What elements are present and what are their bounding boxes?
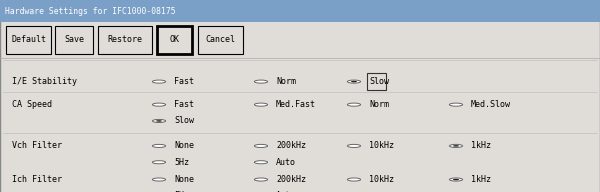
Text: CA Speed: CA Speed [12,100,52,109]
Text: Hardware Settings for IFC1000-08175: Hardware Settings for IFC1000-08175 [5,7,175,16]
Bar [198,26,243,54]
Text: Norm: Norm [276,77,296,86]
Ellipse shape [152,119,166,122]
Text: Fast: Fast [174,77,194,86]
Text: 10kHz: 10kHz [369,142,394,150]
Text: Cancel: Cancel [205,35,235,44]
Text: 200kHz: 200kHz [276,142,306,150]
Ellipse shape [152,178,166,181]
Ellipse shape [152,144,166,147]
Text: 5Hz: 5Hz [174,158,189,167]
Ellipse shape [449,144,463,147]
Ellipse shape [254,103,268,106]
Text: Med.Slow: Med.Slow [471,100,511,109]
Text: Slow: Slow [174,117,194,125]
Text: OK: OK [170,35,179,44]
Bar [157,26,192,54]
Text: Auto: Auto [276,191,296,192]
Text: Default: Default [11,35,46,44]
Text: Fast: Fast [174,100,194,109]
Ellipse shape [347,144,361,147]
Text: Norm: Norm [369,100,389,109]
Text: Save: Save [64,35,84,44]
Bar [6,26,51,54]
Ellipse shape [453,179,459,180]
Ellipse shape [351,81,357,82]
Text: None: None [174,142,194,150]
Ellipse shape [254,178,268,181]
Ellipse shape [449,103,463,106]
Bar [367,73,386,90]
Text: 1kHz: 1kHz [471,175,491,184]
Bar [55,26,93,54]
Text: Vch Filter: Vch Filter [12,142,62,150]
Ellipse shape [254,80,268,83]
Text: 1kHz: 1kHz [471,142,491,150]
Text: None: None [174,175,194,184]
Text: Ich Filter: Ich Filter [12,175,62,184]
Bar [98,26,152,54]
Ellipse shape [152,80,166,83]
Ellipse shape [449,178,463,181]
Bar [0,0,600,22]
Ellipse shape [152,161,166,164]
Ellipse shape [156,120,162,122]
Ellipse shape [254,161,268,164]
Text: Slow: Slow [369,77,389,86]
Ellipse shape [347,178,361,181]
Text: Restore: Restore [107,35,142,44]
Ellipse shape [254,144,268,147]
Ellipse shape [347,103,361,106]
Text: Med.Fast: Med.Fast [276,100,316,109]
Ellipse shape [453,145,459,147]
Ellipse shape [152,103,166,106]
Text: I/E Stability: I/E Stability [12,77,77,86]
Text: 5Hz: 5Hz [174,191,189,192]
Text: Auto: Auto [276,158,296,167]
Ellipse shape [347,80,361,83]
Text: 200kHz: 200kHz [276,175,306,184]
Text: 10kHz: 10kHz [369,175,394,184]
